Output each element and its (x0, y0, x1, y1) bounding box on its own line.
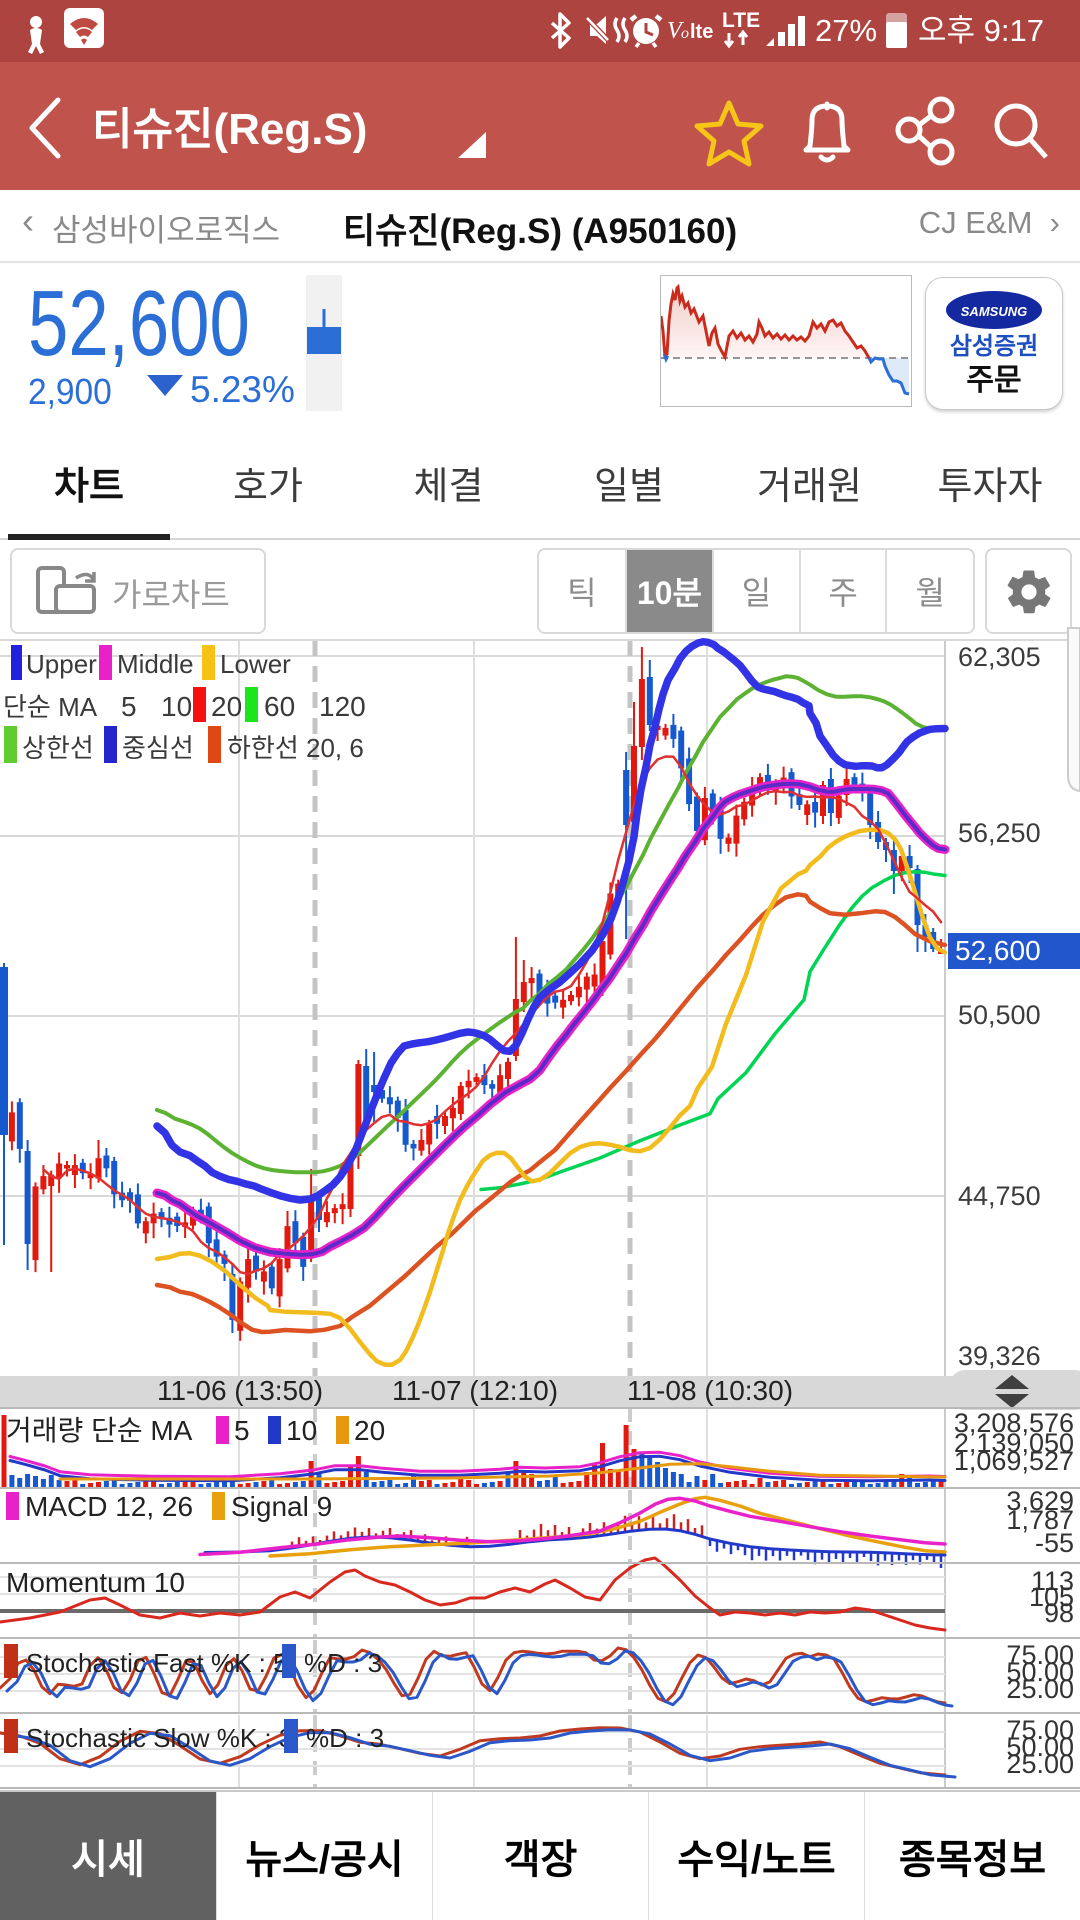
svg-text:Middle: Middle (117, 649, 194, 679)
svg-text:Stochastic Fast %K : 5: Stochastic Fast %K : 5 (26, 1648, 288, 1678)
svg-text:1,069,527: 1,069,527 (954, 1446, 1074, 1476)
svg-text:LTE: LTE (722, 9, 760, 32)
svg-text:56,250: 56,250 (958, 818, 1041, 848)
svg-text:%D : 3: %D : 3 (306, 1723, 384, 1753)
svg-text:20: 20 (211, 691, 242, 722)
svg-text:-55: -55 (1035, 1528, 1074, 1558)
svg-text:11-07 (12:10): 11-07 (12:10) (392, 1375, 558, 1406)
svg-text:주문: 주문 (966, 364, 1021, 397)
svg-text:lte: lte (690, 21, 713, 43)
svg-text:11-06 (13:50): 11-06 (13:50) (157, 1375, 323, 1406)
svg-text:60: 60 (264, 691, 295, 722)
svg-text:10: 10 (161, 691, 192, 722)
svg-text:120: 120 (319, 691, 366, 722)
svg-text:Stochastic Slow %K : 3: Stochastic Slow %K : 3 (26, 1723, 293, 1753)
svg-text:50.00: 50.00 (1006, 1732, 1074, 1762)
svg-text:105: 105 (1029, 1582, 1074, 1612)
svg-text:Lower: Lower (220, 649, 291, 679)
svg-text:오후 9:17: 오후 9:17 (918, 13, 1044, 48)
svg-text:3,208,576: 3,208,576 (954, 1408, 1074, 1438)
svg-text:티슈진(Reg.S): 티슈진(Reg.S) (92, 105, 367, 154)
svg-text:거래량 단순 MA: 거래량 단순 MA (6, 1415, 193, 1446)
svg-text:10: 10 (286, 1415, 317, 1446)
svg-text:상한선: 상한선 (22, 733, 94, 763)
svg-text:62,305: 62,305 (958, 642, 1041, 672)
svg-text:5: 5 (234, 1415, 250, 1446)
svg-text:3,629: 3,629 (1006, 1486, 1074, 1516)
svg-text:75.00: 75.00 (1006, 1715, 1074, 1745)
svg-text:50.00: 50.00 (1006, 1657, 1074, 1687)
svg-text:SAMSUNG: SAMSUNG (961, 304, 1027, 319)
svg-text:하한선 20, 6: 하한선 20, 6 (227, 733, 364, 763)
svg-text:39,326: 39,326 (958, 1341, 1041, 1371)
svg-text:113: 113 (1031, 1566, 1074, 1596)
svg-text:Upper: Upper (26, 649, 97, 679)
svg-text:52,600: 52,600 (955, 935, 1041, 966)
svg-text:V: V (667, 18, 684, 44)
svg-text:Momentum 10: Momentum 10 (6, 1567, 185, 1598)
svg-text:2,139,050: 2,139,050 (954, 1428, 1074, 1458)
svg-text:%D : 3: %D : 3 (304, 1648, 382, 1678)
svg-text:1,787: 1,787 (1006, 1505, 1074, 1535)
svg-text:50,500: 50,500 (958, 1000, 1041, 1030)
svg-text:27%: 27% (815, 13, 877, 48)
svg-text:25.00: 25.00 (1006, 1749, 1074, 1779)
svg-text:중심선: 중심선 (122, 733, 194, 763)
svg-text:MACD 12, 26: MACD 12, 26 (25, 1491, 193, 1522)
svg-text:단순 MA: 단순 MA (3, 692, 98, 722)
svg-text:25.00: 25.00 (1006, 1674, 1074, 1704)
svg-text:11-08 (10:30): 11-08 (10:30) (627, 1375, 793, 1406)
svg-text:o: o (681, 25, 689, 42)
svg-text:Signal 9: Signal 9 (231, 1491, 332, 1522)
svg-text:44,750: 44,750 (958, 1181, 1041, 1211)
svg-text:20: 20 (354, 1415, 385, 1446)
svg-text:삼성증권: 삼성증권 (950, 333, 1038, 360)
svg-text:75.00: 75.00 (1006, 1640, 1074, 1670)
svg-text:98: 98 (1044, 1598, 1074, 1628)
svg-text:5: 5 (121, 691, 137, 722)
